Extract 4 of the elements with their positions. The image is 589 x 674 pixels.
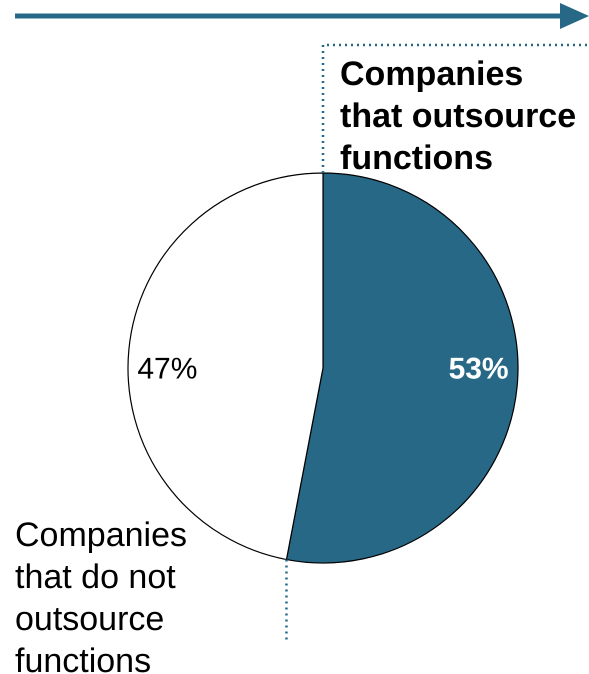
data-label: 47% bbox=[137, 352, 198, 386]
data-label: 53% bbox=[448, 352, 509, 386]
legend-label: Companies that outsource functions bbox=[340, 55, 576, 177]
slice-label: Companies that do not outsource functions bbox=[15, 516, 187, 674]
